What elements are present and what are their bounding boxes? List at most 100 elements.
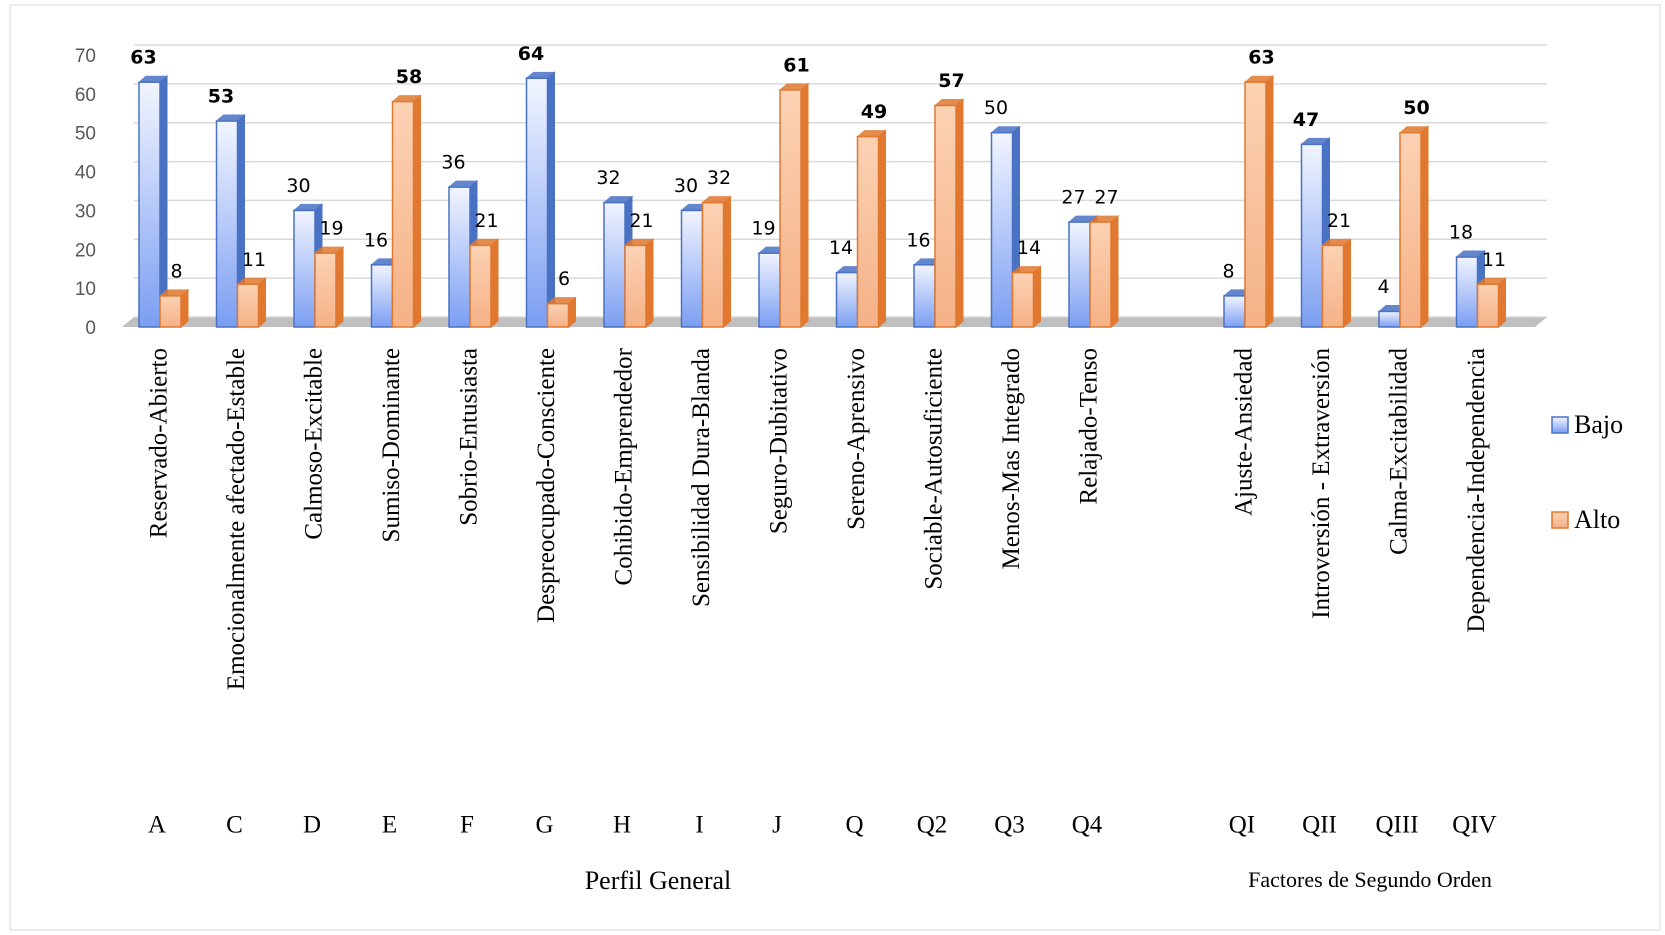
legend-swatch bbox=[1551, 416, 1569, 434]
bar bbox=[370, 264, 394, 328]
bar-side bbox=[800, 82, 809, 329]
value-label: 47 bbox=[1293, 109, 1319, 131]
legend-swatch bbox=[1551, 511, 1569, 529]
value-label: 61 bbox=[783, 54, 809, 76]
value-label: 21 bbox=[474, 210, 498, 232]
code-label: D bbox=[303, 812, 321, 839]
code-label: Q bbox=[845, 812, 863, 839]
bar-side bbox=[413, 94, 421, 329]
bar-group bbox=[525, 71, 556, 329]
category-label: Calma-Excitabilidad bbox=[1386, 348, 1413, 555]
value-label: 30 bbox=[286, 175, 310, 197]
code-label: QIII bbox=[1375, 812, 1418, 839]
bar bbox=[913, 264, 936, 328]
value-label: 11 bbox=[242, 249, 266, 271]
bar bbox=[1223, 295, 1246, 328]
category-label: Despreocupado-Consciente bbox=[533, 348, 560, 623]
value-label: 50 bbox=[1403, 97, 1429, 119]
bar bbox=[314, 252, 337, 328]
y-tick-label: 60 bbox=[75, 85, 96, 106]
code-label: QI bbox=[1229, 812, 1255, 839]
bar-group bbox=[1088, 214, 1120, 329]
value-label: 21 bbox=[1327, 210, 1351, 232]
legend-label: Bajo bbox=[1574, 410, 1623, 439]
category-label: Sensibilidad Dura-Blanda bbox=[688, 348, 715, 607]
category-label: Ajuste-Ansiedad bbox=[1231, 348, 1258, 517]
bar-side bbox=[1498, 277, 1506, 329]
bar-group bbox=[236, 277, 267, 329]
value-label: 36 bbox=[441, 152, 465, 174]
bar-group bbox=[1476, 277, 1507, 329]
bar bbox=[1455, 256, 1479, 328]
code-label: C bbox=[226, 812, 243, 839]
value-label: 30 bbox=[674, 175, 698, 197]
code-label: QII bbox=[1302, 812, 1337, 839]
y-tick-label: 70 bbox=[75, 46, 96, 67]
bar bbox=[293, 209, 316, 328]
bar bbox=[835, 271, 859, 328]
code-label: J bbox=[772, 812, 782, 839]
bar-side bbox=[878, 129, 886, 329]
code-label: H bbox=[613, 812, 631, 839]
category-label: Sociable-Autosuficiente bbox=[921, 348, 948, 590]
bar-side bbox=[723, 195, 731, 329]
y-tick-label: 30 bbox=[75, 201, 96, 222]
code-label: E bbox=[382, 812, 397, 839]
bar bbox=[680, 209, 704, 328]
category-label: Sereno-Aprensivo bbox=[843, 348, 870, 530]
bar bbox=[990, 131, 1014, 328]
value-label: 4 bbox=[1377, 276, 1389, 298]
bar-side bbox=[490, 238, 499, 329]
bar-group bbox=[1243, 75, 1275, 329]
value-label: 6 bbox=[558, 268, 570, 290]
code-label: Q3 bbox=[994, 812, 1025, 839]
code-label: QIV bbox=[1452, 812, 1496, 839]
bar bbox=[448, 186, 471, 328]
bar bbox=[1378, 310, 1401, 328]
code-label: Q4 bbox=[1072, 812, 1103, 839]
bar-side bbox=[1420, 125, 1429, 329]
bar-group bbox=[215, 113, 246, 329]
bar-group bbox=[778, 82, 810, 329]
value-label: 14 bbox=[1017, 237, 1041, 259]
code-label: G bbox=[535, 812, 553, 839]
value-label: 8 bbox=[170, 260, 182, 282]
category-label: Relajado-Tenso bbox=[1076, 348, 1103, 505]
bar bbox=[215, 120, 239, 328]
value-label: 57 bbox=[938, 70, 964, 92]
code-label: I bbox=[695, 812, 703, 839]
bar-side bbox=[1265, 75, 1274, 329]
bar-side bbox=[645, 238, 654, 329]
value-label: 58 bbox=[396, 66, 422, 88]
bar bbox=[758, 252, 781, 328]
category-label: Seguro-Dubitativo bbox=[766, 348, 793, 534]
bar bbox=[1476, 283, 1500, 328]
category-label: Introversión - Extraversión bbox=[1308, 348, 1335, 619]
bar-group bbox=[990, 125, 1021, 329]
bar-group bbox=[856, 129, 887, 329]
bar-side bbox=[159, 75, 168, 329]
value-label: 49 bbox=[861, 101, 887, 123]
category-label: Sumiso-Dominante bbox=[378, 348, 405, 542]
bar-side bbox=[1033, 265, 1041, 329]
value-label: 32 bbox=[707, 167, 731, 189]
category-label: Menos-Mas Integrado bbox=[998, 348, 1025, 569]
value-label: 63 bbox=[1248, 47, 1274, 69]
bar-group bbox=[546, 296, 577, 329]
category-label: Emocionalmente afectado-Estable bbox=[223, 348, 250, 690]
bar bbox=[1399, 131, 1422, 328]
code-label: A bbox=[148, 812, 166, 839]
category-label: Calmoso-Excitable bbox=[301, 348, 328, 540]
value-label: 18 bbox=[1449, 222, 1473, 244]
bar bbox=[525, 77, 549, 328]
bar-group bbox=[933, 98, 965, 329]
group-label: Perfil General bbox=[585, 866, 732, 895]
bar bbox=[391, 100, 415, 328]
bar-group bbox=[468, 238, 500, 329]
bar bbox=[624, 244, 647, 328]
bar-group bbox=[1321, 238, 1352, 329]
bar bbox=[1300, 143, 1324, 328]
bar bbox=[1321, 244, 1345, 328]
bar bbox=[159, 295, 182, 328]
